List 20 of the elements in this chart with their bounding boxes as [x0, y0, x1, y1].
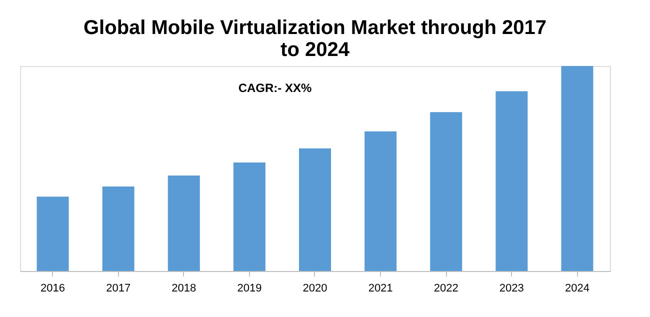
bar [561, 66, 594, 271]
x-tick-label: 2023 [499, 282, 524, 294]
bar [299, 148, 331, 271]
bar [430, 112, 462, 271]
x-tick-label: 2021 [368, 282, 393, 294]
x-tick-label: 2024 [564, 282, 590, 294]
x-tick-label: 2018 [172, 282, 196, 294]
x-tick-label: 2022 [434, 282, 458, 294]
bar [233, 162, 266, 271]
bar [168, 175, 200, 271]
x-tick-label: 2017 [106, 282, 131, 294]
annotation: CAGR:- XX% [238, 81, 312, 95]
bar [102, 186, 134, 271]
x-tick-label: 2016 [40, 282, 66, 294]
bar [364, 131, 397, 271]
bar [496, 91, 528, 271]
chart-title: Global Mobile Virtualization Market through 2017 to 2024 [83, 17, 547, 61]
bar [36, 196, 69, 271]
x-tick-label: 2019 [237, 282, 262, 294]
x-tick-label: 2020 [302, 282, 328, 294]
